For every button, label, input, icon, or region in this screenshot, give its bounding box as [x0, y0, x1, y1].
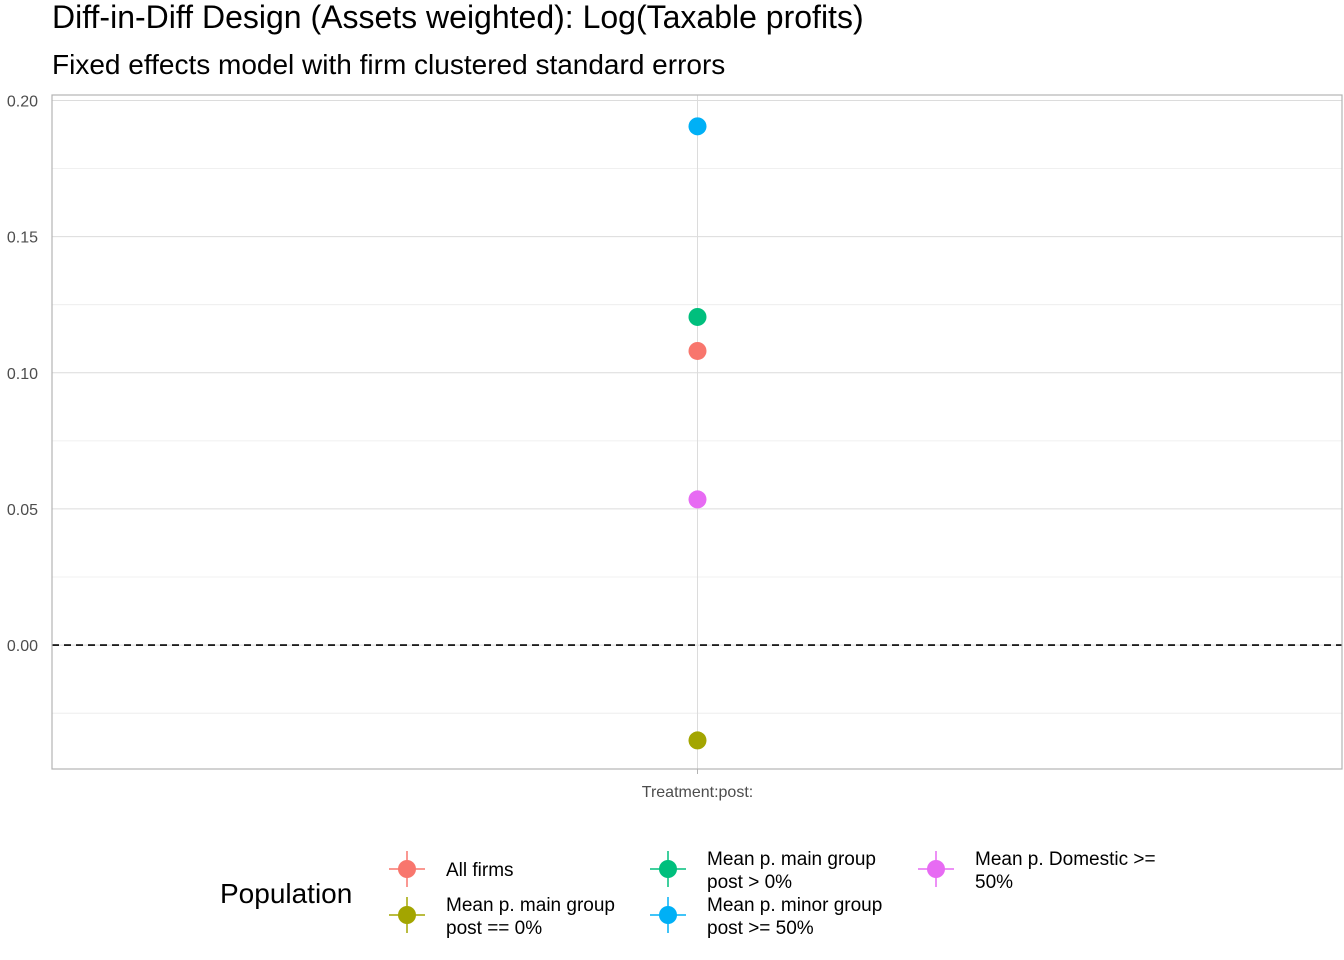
- legend-key: [389, 851, 425, 887]
- legend-key: [389, 897, 425, 933]
- chart-subtitle: Fixed effects model with firm clustered …: [52, 49, 725, 80]
- data-point: [688, 731, 707, 750]
- legend-key: [918, 851, 954, 887]
- legend-label: post == 0%: [446, 918, 542, 939]
- data-point: [688, 341, 707, 360]
- y-tick-label: 0.00: [7, 638, 38, 655]
- legend-title: Population: [220, 878, 352, 909]
- y-tick-label: 0.10: [7, 366, 38, 383]
- y-axis: 0.00 0.05 0.10 0.15 0.20: [7, 93, 38, 655]
- legend-label: Mean p. minor group: [707, 895, 882, 916]
- legend-key: [650, 851, 686, 887]
- legend-label: post >= 50%: [707, 918, 814, 939]
- legend-label: Mean p. main group: [707, 849, 876, 870]
- data-point: [688, 307, 707, 326]
- legend-label: 50%: [975, 872, 1013, 893]
- legend-label: All firms: [446, 860, 514, 881]
- y-tick-label: 0.15: [7, 230, 38, 247]
- legend-label: Mean p. Domestic >=: [975, 849, 1156, 870]
- y-tick-label: 0.05: [7, 502, 38, 519]
- data-points: [688, 117, 707, 750]
- x-tick-label: Treatment:post:: [642, 784, 753, 801]
- plot-panel: [51, 94, 1343, 770]
- data-point: [688, 490, 707, 509]
- x-axis: Treatment:post:: [642, 769, 753, 801]
- legend-label: post > 0%: [707, 872, 792, 893]
- legend-key: [650, 897, 686, 933]
- legend-label: Mean p. main group: [446, 895, 615, 916]
- chart-title: Diff-in-Diff Design (Assets weighted): L…: [52, 0, 864, 35]
- data-point: [688, 117, 707, 136]
- y-tick-label: 0.20: [7, 93, 38, 110]
